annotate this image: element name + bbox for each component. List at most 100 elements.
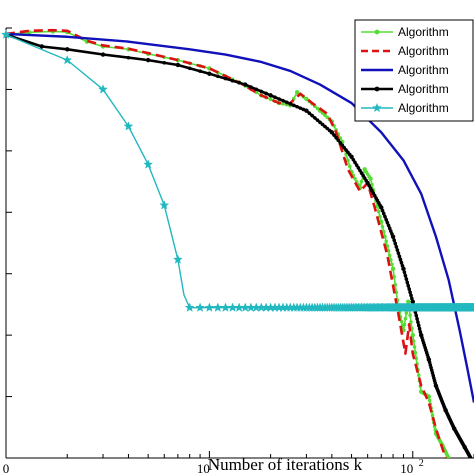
series-2 — [5, 28, 447, 458]
iteration-marker — [383, 234, 387, 239]
iteration-marker — [396, 251, 401, 256]
iteration-marker — [291, 103, 296, 108]
iteration-marker — [427, 398, 432, 403]
legend-marker — [374, 29, 380, 35]
iteration-marker — [391, 267, 395, 271]
iteration-marker — [405, 280, 410, 285]
iteration-marker — [403, 273, 408, 278]
iteration-marker — [389, 258, 393, 262]
x-tick-label: 0 — [3, 461, 10, 474]
iteration-marker — [397, 254, 402, 259]
iteration-marker — [277, 97, 281, 101]
iteration-marker — [418, 330, 423, 334]
iteration-marker — [320, 122, 325, 127]
iteration-marker — [410, 333, 415, 337]
iteration-marker — [198, 69, 202, 73]
star-marker — [172, 254, 183, 264]
iteration-marker — [417, 326, 422, 331]
iteration-marker — [368, 177, 373, 181]
iteration-marker — [356, 166, 361, 170]
iteration-marker — [389, 229, 393, 233]
iteration-marker — [295, 90, 299, 95]
iteration-marker — [347, 164, 352, 169]
iteration-marker — [416, 320, 420, 324]
x-tick-label-exponent: 1 — [215, 458, 220, 469]
iteration-marker — [358, 168, 362, 173]
iteration-marker — [403, 316, 408, 321]
iteration-marker — [407, 287, 411, 291]
legend-label: Algorithm — [398, 101, 449, 115]
iteration-marker — [318, 120, 322, 125]
iteration-marker — [413, 350, 418, 355]
x-tick-label: 10 — [400, 461, 413, 474]
iteration-marker — [400, 264, 405, 268]
iteration-marker — [268, 97, 273, 102]
iteration-marker — [391, 234, 395, 239]
iteration-marker — [101, 52, 105, 57]
iteration-marker — [340, 143, 345, 148]
iteration-marker — [176, 63, 180, 67]
iteration-marker — [470, 459, 474, 463]
iteration-marker — [399, 260, 404, 265]
iteration-marker — [310, 113, 314, 118]
iteration-marker — [380, 224, 385, 229]
iteration-marker — [359, 179, 364, 184]
iteration-marker — [65, 47, 70, 52]
star-marker — [204, 302, 215, 312]
iteration-marker — [334, 135, 338, 140]
x-axis-label: Number of iterations k — [208, 455, 363, 474]
iteration-marker — [390, 262, 394, 267]
iteration-marker — [323, 124, 327, 129]
iteration-marker — [406, 283, 411, 288]
iteration-marker — [395, 248, 400, 252]
legend-label: Algorithm — [398, 63, 449, 77]
iteration-marker — [332, 133, 336, 137]
star-marker — [220, 302, 231, 312]
iteration-marker — [301, 107, 306, 112]
iteration-marker — [330, 130, 334, 135]
iteration-marker — [381, 211, 386, 216]
iteration-marker — [273, 95, 277, 100]
series-line — [5, 32, 474, 403]
iteration-marker — [264, 91, 268, 96]
iteration-marker — [281, 102, 285, 106]
iteration-marker — [393, 241, 398, 246]
iteration-marker — [249, 85, 253, 89]
iteration-marker — [469, 457, 473, 458]
iteration-marker — [404, 311, 409, 315]
iteration-marker — [470, 458, 474, 462]
iteration-marker — [415, 317, 419, 321]
iteration-marker — [402, 322, 407, 327]
iteration-marker — [387, 226, 392, 231]
iteration-marker — [384, 239, 388, 244]
iteration-marker — [281, 98, 285, 103]
iteration-marker — [338, 141, 343, 145]
iteration-marker — [353, 176, 357, 181]
iteration-marker — [346, 158, 350, 163]
iteration-marker — [223, 76, 228, 81]
iteration-marker — [237, 80, 241, 85]
iteration-marker — [404, 277, 409, 281]
iteration-marker — [304, 108, 309, 113]
iteration-marker — [376, 209, 381, 214]
iteration-marker — [392, 238, 396, 242]
data-point — [39, 44, 45, 49]
iteration-marker — [378, 214, 382, 219]
iteration-marker — [162, 60, 167, 65]
iteration-marker — [336, 138, 341, 143]
iteration-marker — [398, 257, 403, 262]
star-marker — [195, 302, 206, 312]
iteration-marker — [385, 220, 390, 225]
iteration-marker — [408, 313, 412, 318]
iteration-marker — [254, 87, 259, 92]
iteration-marker — [259, 89, 264, 94]
iteration-marker — [295, 104, 299, 109]
iteration-marker — [401, 267, 406, 271]
iteration-marker — [386, 223, 391, 228]
iteration-marker — [383, 214, 387, 219]
iteration-marker — [207, 71, 212, 76]
iteration-marker — [409, 320, 413, 324]
iteration-marker — [408, 290, 412, 295]
star-marker — [212, 302, 223, 312]
star-marker — [469, 302, 474, 312]
